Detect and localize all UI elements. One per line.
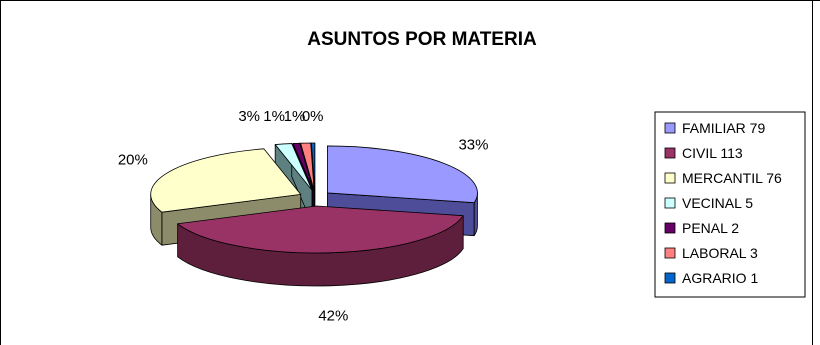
legend-item-mercantil: MERCANTIL 76 xyxy=(664,170,782,186)
percent-label-civil: 42% xyxy=(318,308,348,325)
percent-labels: 33%42%20%3% 1%1%0% xyxy=(118,108,489,325)
pie-slice-penal-top xyxy=(292,142,314,191)
percent-label-laboral: 1% xyxy=(284,108,306,125)
chart-title: ASUNTOS POR MATERIA xyxy=(307,29,537,50)
legend-item-penal: PENAL 2 xyxy=(664,220,739,236)
legend-item-vecinal: VECINAL 5 xyxy=(664,195,753,211)
legend-swatch xyxy=(664,222,676,234)
legend: FAMILIAR 79 CIVIL 113 MERCANTIL 76 VECINAL … xyxy=(654,111,806,298)
percent-label-vecinal: 3% xyxy=(238,108,260,125)
legend-item-familiar: FAMILIAR 79 xyxy=(664,120,765,136)
pie-slice-mercantil-top xyxy=(150,148,302,213)
pie-slice-familiar-top xyxy=(327,145,478,204)
legend-item-agrario: AGRARIO 1 xyxy=(664,270,758,286)
pie-slice-civil-top xyxy=(177,205,464,254)
pie-slice-agrario-top xyxy=(311,142,316,191)
percent-label-familiar: 33% xyxy=(458,136,488,153)
percent-label-agrario: 0% xyxy=(302,108,324,125)
pie-slice-civil xyxy=(177,205,464,287)
legend-items: FAMILIAR 79 CIVIL 113 MERCANTIL 76 VECINAL … xyxy=(664,120,782,286)
legend-label: CIVIL 113 xyxy=(682,145,743,161)
legend-swatch xyxy=(664,122,676,134)
legend-item-laboral: LABORAL 3 xyxy=(664,245,758,261)
legend-label: LABORAL 3 xyxy=(682,245,758,261)
legend-swatch xyxy=(664,147,676,159)
pie-slices xyxy=(150,142,478,287)
legend-box xyxy=(654,111,806,298)
legend-label: VECINAL 5 xyxy=(682,195,753,211)
legend-swatch xyxy=(664,272,676,284)
percent-label-penal: 1% xyxy=(263,108,285,125)
pie-slice-laboral-top xyxy=(300,142,315,191)
legend-swatch xyxy=(664,197,676,209)
legend-item-civil: CIVIL 113 xyxy=(664,145,743,161)
percent-label-mercantil: 20% xyxy=(118,152,148,169)
pie-slice-vecinal-top xyxy=(274,143,313,191)
legend-label: MERCANTIL 76 xyxy=(682,170,782,186)
legend-swatch xyxy=(664,172,676,184)
legend-label: FAMILIAR 79 xyxy=(682,120,765,136)
legend-label: AGRARIO 1 xyxy=(682,270,758,286)
legend-label: PENAL 2 xyxy=(682,220,739,236)
legend-swatch xyxy=(664,247,676,259)
